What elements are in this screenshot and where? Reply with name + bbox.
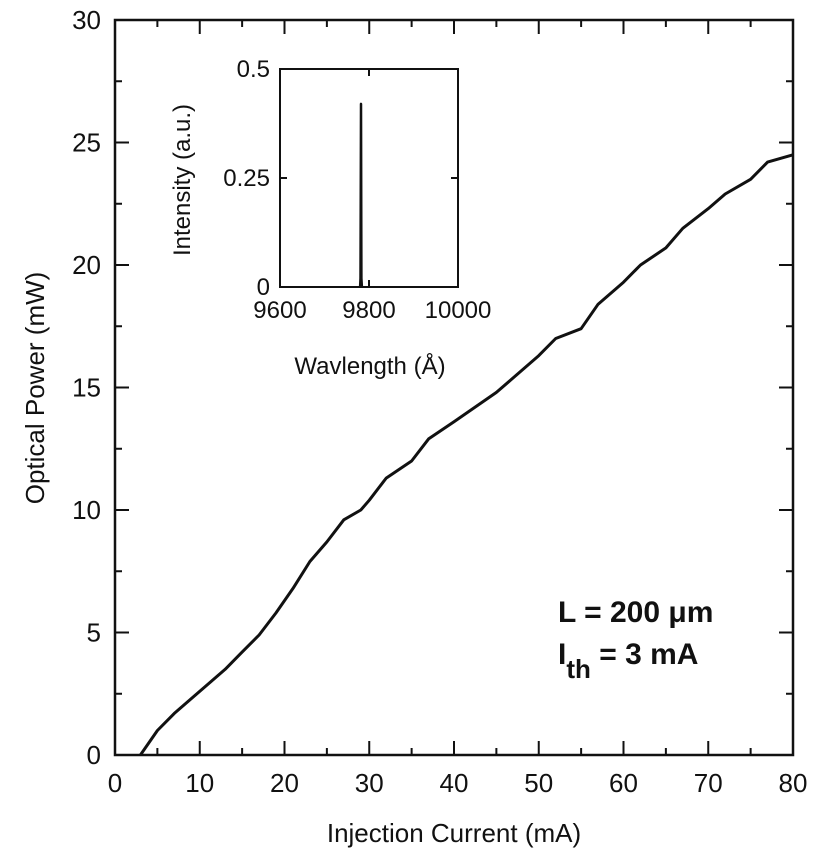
annotation: L = 200 μm Ith = 3 mA [558, 596, 713, 684]
annotation-threshold-rest: = 3 mA [591, 638, 699, 671]
inset-series-line [358, 102, 364, 288]
main-y-tick-label: 5 [87, 618, 101, 648]
main-y-tick-label: 25 [72, 128, 101, 158]
inset-y-ticks: 0 0.25 0.5 [223, 56, 458, 301]
main-series [139, 153, 794, 756]
inset-y-tick-label: 0 [257, 274, 270, 301]
inset-series [358, 102, 364, 288]
main-y-tick-label: 30 [72, 5, 101, 35]
annotation-threshold: Ith = 3 mA [558, 638, 698, 684]
main-x-ticks: 0 10 20 30 40 50 60 70 80 [108, 20, 808, 798]
main-x-axis-label: Injection Current (mA) [327, 818, 581, 848]
main-x-tick-label: 70 [694, 768, 723, 798]
main-y-tick-label: 15 [72, 373, 101, 403]
inset-y-axis-label: Intensity (a.u.) [169, 104, 196, 256]
main-x-tick-label: 40 [440, 768, 469, 798]
main-x-tick-label: 20 [270, 768, 299, 798]
inset-y-tick-label: 0.25 [223, 165, 270, 192]
inset-x-tick-label: 10000 [425, 297, 492, 324]
main-y-ticks: 0 5 10 15 20 25 30 [72, 5, 793, 770]
inset-plot-frame [279, 68, 459, 288]
inset-chart: 9600 9800 10000 0 0.25 0.5 Wavlength (Å) Int… [169, 56, 491, 380]
main-y-tick-label: 20 [72, 250, 101, 280]
inset-x-tick-label: 9800 [342, 297, 395, 324]
main-x-tick-label: 50 [524, 768, 553, 798]
main-x-tick-label: 60 [609, 768, 638, 798]
inset-y-tick-label: 0.5 [237, 56, 270, 83]
main-y-tick-label: 10 [72, 495, 101, 525]
annotation-length: L = 200 μm [558, 596, 713, 629]
main-x-tick-label: 10 [185, 768, 214, 798]
inset-x-axis-label: Wavlength (Å) [294, 352, 445, 380]
main-x-tick-label: 30 [355, 768, 384, 798]
main-y-axis-label: Optical Power (mW) [20, 272, 50, 505]
main-series-line [139, 153, 794, 756]
annotation-threshold-main: I [558, 638, 566, 671]
annotation-threshold-sub: th [566, 654, 591, 684]
main-y-tick-label: 0 [87, 740, 101, 770]
inset-x-tick-label: 9600 [253, 297, 306, 324]
inset-x-ticks: 9600 9800 10000 [253, 69, 491, 324]
main-chart: 0 10 20 30 40 50 60 70 80 0 5 10 15 20 25 30 Injection… [20, 5, 807, 848]
main-x-tick-label: 80 [779, 768, 808, 798]
main-x-tick-label: 0 [108, 768, 122, 798]
